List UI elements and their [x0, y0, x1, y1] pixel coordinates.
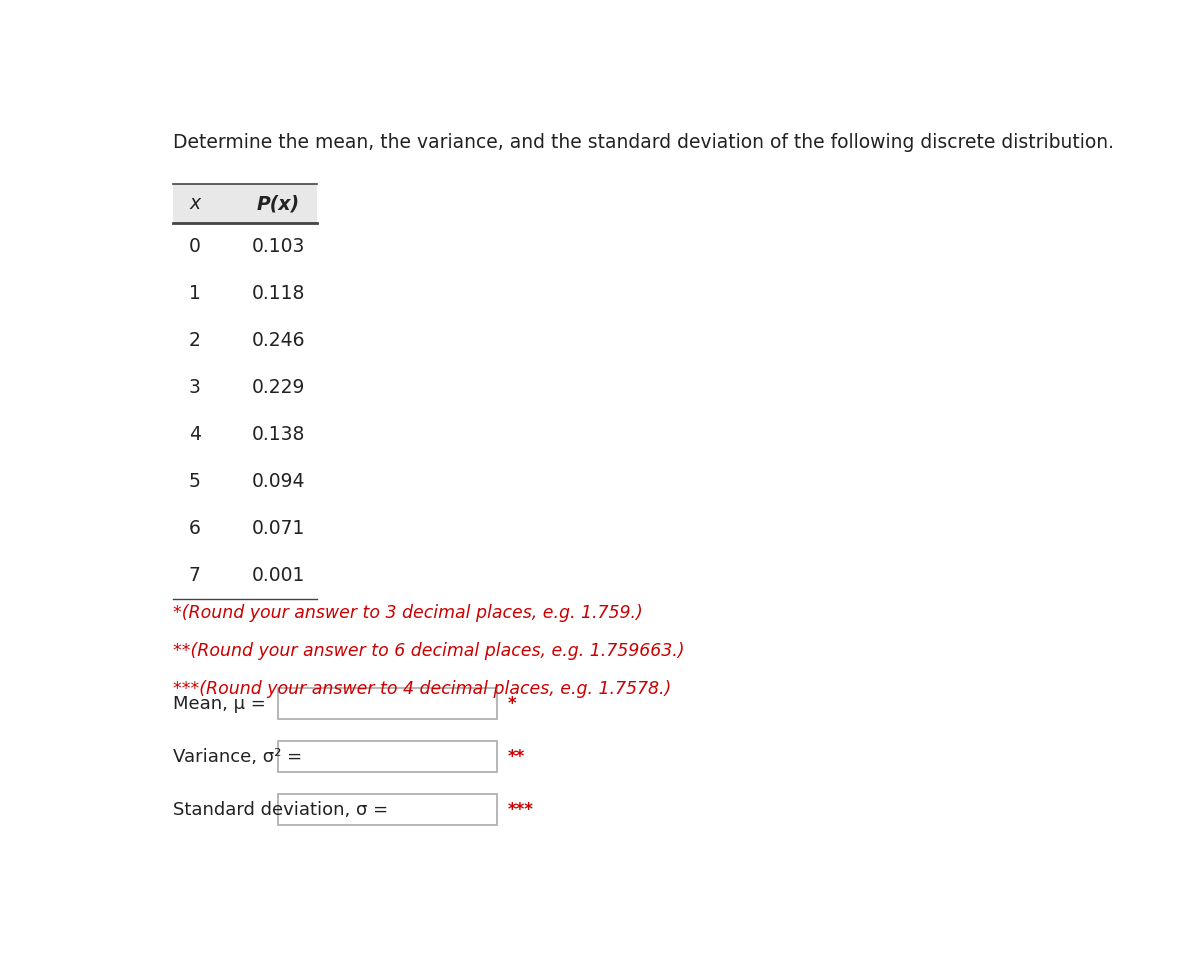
Text: **(Round your answer to 6 decimal places, e.g. 1.759663.): **(Round your answer to 6 decimal places…: [173, 642, 685, 660]
Text: 1: 1: [188, 284, 200, 303]
Text: 0.246: 0.246: [252, 330, 305, 350]
Text: 6: 6: [188, 520, 200, 538]
FancyBboxPatch shape: [278, 689, 497, 719]
Text: *: *: [508, 694, 517, 712]
FancyBboxPatch shape: [278, 794, 497, 825]
Text: **: **: [508, 748, 526, 766]
Text: Mean, μ =: Mean, μ =: [173, 694, 266, 712]
Text: 5: 5: [188, 472, 200, 491]
Text: 4: 4: [188, 425, 200, 444]
Text: 0.103: 0.103: [252, 237, 305, 256]
Text: 0.094: 0.094: [252, 472, 305, 491]
Text: 3: 3: [188, 378, 200, 397]
Text: 0.001: 0.001: [252, 566, 305, 585]
Text: 0: 0: [188, 237, 200, 256]
Text: ***: ***: [508, 800, 534, 818]
Text: *(Round your answer to 3 decimal places, e.g. 1.759.): *(Round your answer to 3 decimal places,…: [173, 604, 643, 622]
Text: 7: 7: [188, 566, 200, 585]
Text: 0.229: 0.229: [252, 378, 305, 397]
Text: P(x): P(x): [257, 194, 300, 213]
Text: 0.138: 0.138: [252, 425, 305, 444]
Text: Determine the mean, the variance, and the standard deviation of the following di: Determine the mean, the variance, and th…: [173, 133, 1115, 152]
Text: Variance, σ² =: Variance, σ² =: [173, 748, 302, 766]
Text: 0.071: 0.071: [252, 520, 305, 538]
Text: 0.118: 0.118: [252, 284, 305, 303]
Text: x: x: [190, 194, 200, 213]
Text: Standard deviation, σ =: Standard deviation, σ =: [173, 800, 389, 818]
Bar: [173, 184, 317, 223]
FancyBboxPatch shape: [278, 741, 497, 772]
Text: ***(Round your answer to 4 decimal places, e.g. 1.7578.): ***(Round your answer to 4 decimal place…: [173, 680, 672, 698]
Text: 2: 2: [188, 330, 200, 350]
